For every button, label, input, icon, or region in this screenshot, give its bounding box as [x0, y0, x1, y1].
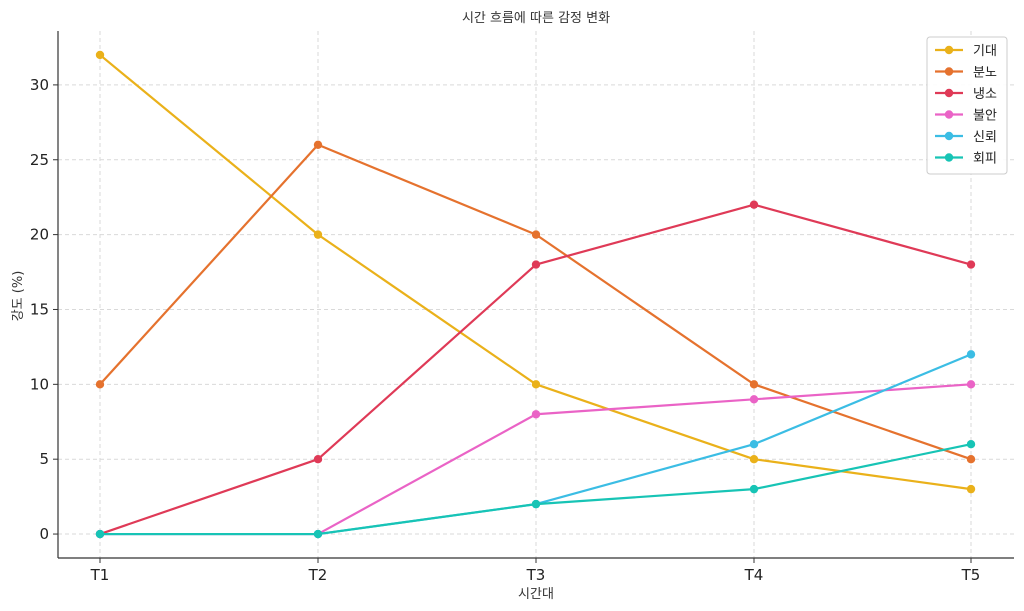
legend-marker [944, 67, 954, 76]
y-axis-title: 강도 (%) [11, 271, 26, 322]
legend-marker [944, 88, 954, 98]
x-tick-label: T4 [744, 566, 764, 584]
data-point [313, 140, 323, 149]
y-tick-label: 10 [30, 375, 49, 393]
y-tick-label: 15 [30, 300, 49, 318]
data-point [95, 380, 105, 389]
legend-label: 기대 [973, 44, 997, 59]
legend-item: 냉소 [935, 87, 997, 102]
data-point [531, 260, 541, 269]
data-point [749, 395, 759, 404]
legend-label: 분노 [973, 66, 997, 81]
data-point [749, 200, 759, 209]
y-tick-label: 30 [30, 76, 49, 94]
series-2 [95, 140, 976, 464]
data-point [749, 380, 759, 389]
data-point [531, 380, 541, 389]
legend-label: 회피 [973, 152, 997, 167]
legend-item: 기대 [935, 44, 997, 59]
data-point [531, 499, 541, 509]
data-point [966, 454, 976, 464]
data-point [95, 529, 105, 539]
data-point [749, 484, 759, 494]
data-point [531, 230, 541, 239]
y-tick-label: 25 [30, 151, 49, 169]
legend-marker [944, 131, 954, 141]
axes [53, 31, 1014, 563]
legend-item: 회피 [935, 152, 997, 167]
data-point [966, 484, 976, 494]
legend-label: 냉소 [973, 87, 997, 102]
grid [58, 31, 1014, 558]
y-tick-labels: 0 5 10 15 20 25 30 [30, 76, 49, 543]
y-tick-label: 5 [39, 450, 49, 468]
legend-marker [944, 110, 954, 119]
series-6 [95, 440, 976, 539]
legend-label: 신뢰 [973, 130, 997, 145]
x-tick-label: T5 [961, 566, 981, 584]
x-tick-labels: T1 T2 T3 T4 T5 [90, 566, 981, 584]
data-point [749, 440, 759, 449]
data-point [313, 529, 323, 539]
x-axis-title: 시간대 [518, 587, 554, 602]
series-1 [95, 50, 976, 494]
x-tick-label: T1 [90, 566, 110, 584]
data-point [313, 230, 323, 239]
y-tick-label: 20 [30, 226, 49, 244]
data-point [313, 454, 323, 464]
legend-item: 불안 [935, 109, 997, 124]
data-point [749, 454, 759, 464]
data-point [966, 260, 976, 269]
legend-marker [944, 45, 954, 55]
legend-item: 신뢰 [935, 130, 997, 145]
chart-title: 시간 흐름에 따른 감정 변화 [462, 11, 610, 26]
data-point [966, 350, 976, 359]
data-point [95, 50, 105, 60]
series-lines [95, 50, 976, 539]
data-point [966, 380, 976, 389]
y-tick-label: 0 [39, 525, 49, 543]
x-tick-label: T3 [526, 566, 546, 584]
data-point [531, 410, 541, 419]
data-point [966, 440, 976, 449]
x-tick-label: T2 [308, 566, 328, 584]
legend-marker [944, 153, 954, 162]
legend-label: 불안 [973, 109, 997, 124]
legend-item: 분노 [935, 66, 997, 81]
